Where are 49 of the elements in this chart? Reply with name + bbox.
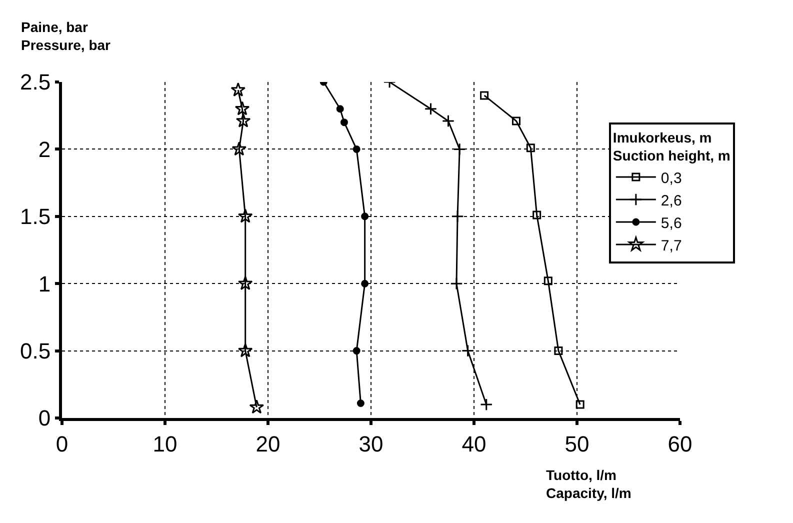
y-axis-title: Paine, bar Pressure, bar bbox=[21, 19, 112, 54]
point bbox=[238, 343, 253, 358]
point bbox=[238, 276, 253, 290]
x-tick-label: 40 bbox=[462, 431, 486, 456]
x-tick-label: 60 bbox=[668, 431, 692, 456]
legend-label: 7,7 bbox=[660, 237, 682, 254]
legend-label: 2,6 bbox=[660, 192, 682, 210]
point bbox=[450, 277, 463, 290]
point bbox=[461, 344, 474, 358]
point bbox=[232, 141, 247, 156]
point bbox=[576, 400, 584, 409]
y-tick-label: 2 bbox=[38, 136, 51, 162]
point bbox=[480, 398, 493, 411]
legend-title: Imukorkeus, m Suction height, m bbox=[612, 130, 730, 164]
point bbox=[512, 116, 520, 126]
point bbox=[442, 114, 455, 128]
x-tick-label: 50 bbox=[564, 431, 590, 456]
y-tick-label: 0 bbox=[38, 406, 51, 431]
point bbox=[480, 91, 489, 100]
point bbox=[230, 82, 246, 96]
point bbox=[352, 145, 360, 153]
point bbox=[554, 346, 563, 356]
point bbox=[361, 280, 369, 288]
legend-label: 5,6 bbox=[660, 214, 682, 232]
point bbox=[453, 142, 466, 156]
x-tick-label: 30 bbox=[358, 431, 384, 456]
legend-label: 0,3 bbox=[660, 170, 682, 187]
y-tick-label: 1 bbox=[38, 271, 51, 296]
point bbox=[238, 208, 253, 223]
y-tick-label: 2.5 bbox=[20, 70, 51, 95]
point bbox=[526, 144, 535, 152]
x-tick-label: 20 bbox=[256, 431, 280, 456]
point bbox=[234, 101, 250, 116]
y-tick-label: 0.5 bbox=[20, 338, 51, 364]
point bbox=[352, 347, 360, 355]
point bbox=[249, 400, 264, 414]
point bbox=[451, 210, 464, 223]
point bbox=[532, 210, 542, 220]
point bbox=[356, 399, 364, 407]
point bbox=[424, 102, 438, 116]
x-tick-label: 0 bbox=[56, 431, 68, 456]
point bbox=[336, 105, 344, 113]
x-axis-title: Tuotto, l/m Capacity, l/m bbox=[546, 467, 632, 502]
y-tick-label: 1.5 bbox=[20, 204, 51, 230]
point bbox=[340, 118, 348, 126]
point bbox=[544, 276, 552, 286]
point bbox=[236, 113, 251, 128]
x-tick-label: 10 bbox=[152, 431, 178, 456]
point bbox=[361, 212, 369, 220]
